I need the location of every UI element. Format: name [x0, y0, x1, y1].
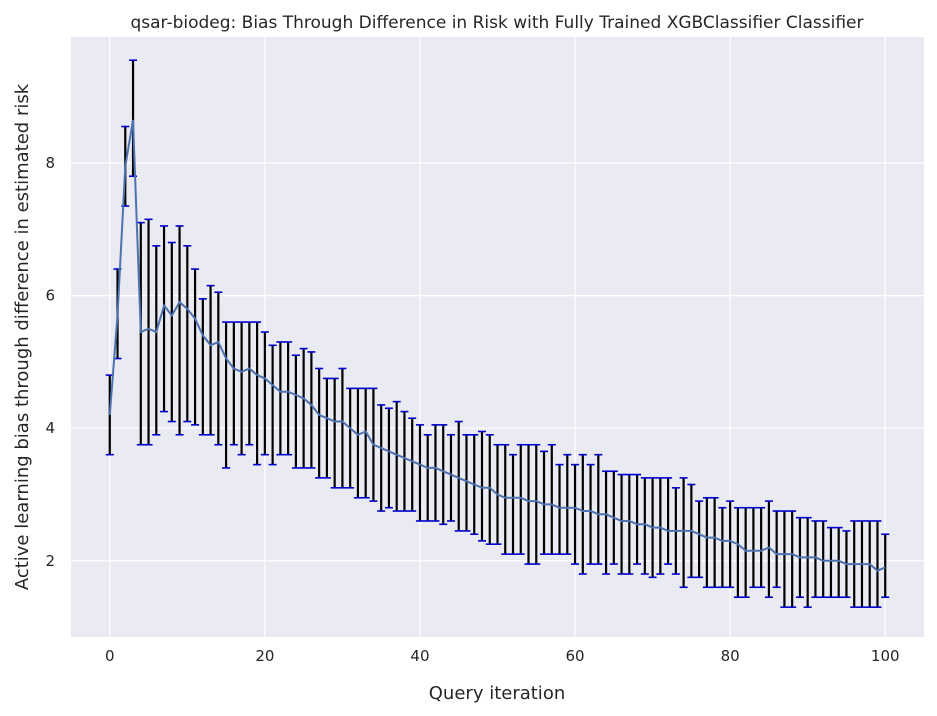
x-axis-label: Query iteration	[429, 683, 565, 704]
x-tick-label-4: 80	[721, 647, 740, 665]
x-tick-label-3: 60	[565, 647, 584, 665]
series-mean-line	[108, 119, 886, 572]
y-axis-label: Active learning bias through difference …	[12, 83, 33, 590]
y-tick-label-3: 8	[45, 154, 55, 172]
x-tick-label-5: 100	[871, 647, 900, 665]
plot-background	[71, 37, 924, 637]
x-tick-label-2: 40	[410, 647, 429, 665]
y-tick-label-0: 2	[45, 552, 55, 570]
grid-lines	[71, 37, 924, 637]
x-tick-label-1: 20	[255, 647, 274, 665]
tick-labels: 0 20 40 60 80 100 2 4 6 8	[45, 154, 899, 665]
mean-line-0	[108, 119, 886, 572]
y-tick-label-2: 6	[45, 287, 55, 305]
x-tick-label-0: 0	[105, 647, 115, 665]
chart-title: qsar-biodeg: Bias Through Difference in …	[130, 13, 863, 33]
y-tick-label-1: 4	[45, 419, 55, 437]
